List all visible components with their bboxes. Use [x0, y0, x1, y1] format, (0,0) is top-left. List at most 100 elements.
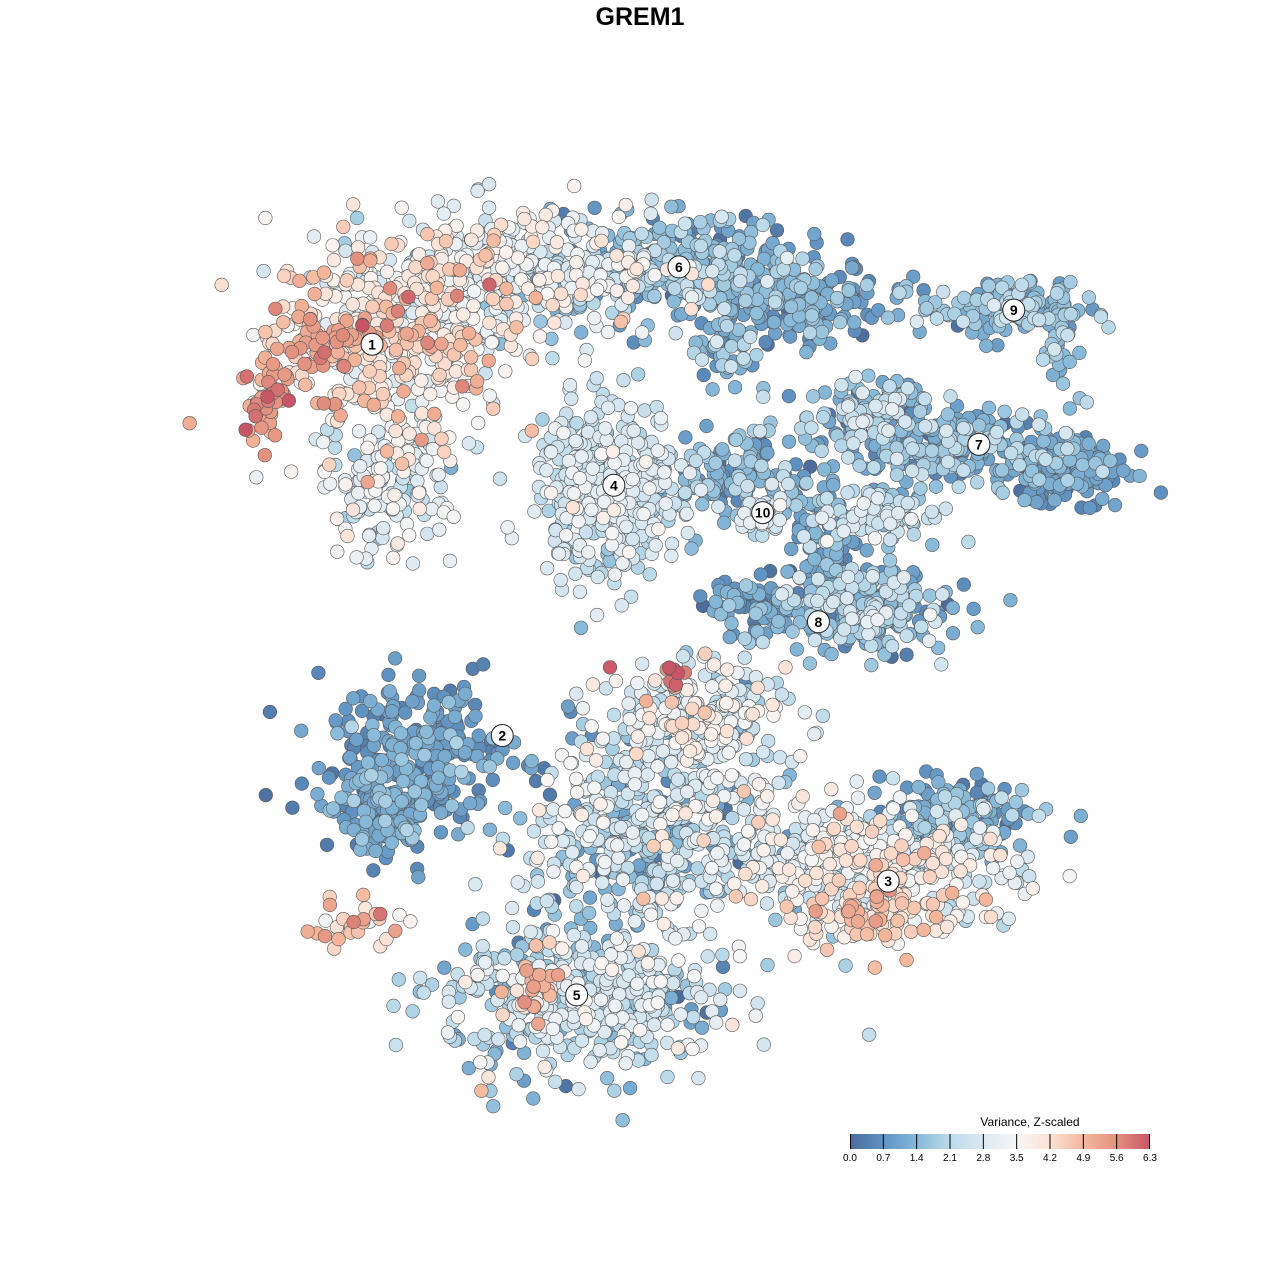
data-point [971, 418, 987, 433]
data-point [338, 243, 353, 258]
data-point [405, 694, 420, 709]
data-point [561, 453, 577, 469]
data-point [664, 990, 679, 1006]
data-point [338, 701, 353, 717]
data-point [411, 869, 426, 885]
data-point [1060, 473, 1075, 488]
data-point [471, 728, 486, 743]
data-point [896, 570, 912, 585]
data-point [498, 800, 513, 816]
data-point [906, 269, 921, 284]
data-point [583, 410, 598, 425]
data-point [817, 462, 832, 477]
data-point [870, 612, 885, 628]
data-point [804, 308, 820, 323]
data-point [664, 536, 680, 551]
data-point [545, 1021, 561, 1037]
data-point [1032, 472, 1047, 487]
data-point [781, 389, 797, 404]
data-point [899, 474, 914, 490]
data-point [940, 407, 955, 422]
data-point [1062, 354, 1077, 370]
data-point [708, 594, 723, 610]
data-point [846, 436, 861, 451]
data-point [1003, 593, 1018, 608]
data-point [956, 290, 972, 306]
data-point [533, 314, 548, 329]
data-point [899, 647, 914, 662]
data-point [623, 401, 639, 416]
data-point [433, 805, 449, 820]
data-point [836, 524, 851, 539]
data-point [865, 569, 880, 584]
data-point [864, 657, 879, 673]
data-point [440, 1025, 456, 1040]
data-point [636, 506, 651, 522]
data-point [911, 779, 926, 795]
data-point [793, 280, 808, 296]
data-point [774, 687, 790, 702]
data-point [306, 229, 322, 244]
data-point [665, 976, 681, 991]
data-point [705, 264, 720, 279]
data-point [711, 499, 726, 514]
data-point [976, 801, 991, 817]
data-point [420, 526, 435, 541]
data-point [1107, 498, 1123, 513]
data-point [789, 642, 804, 657]
data-point [569, 686, 584, 701]
data-point [615, 872, 631, 887]
data-point [748, 1008, 763, 1023]
data-point [568, 433, 583, 449]
data-point [685, 1041, 700, 1057]
data-point [311, 665, 326, 680]
data-point [621, 544, 637, 560]
data-point [574, 1033, 590, 1048]
data-point [717, 301, 732, 316]
data-point [676, 649, 691, 664]
data-point [855, 385, 870, 400]
data-point [972, 874, 987, 889]
data-point [929, 804, 944, 819]
data-point [619, 519, 634, 534]
data-point [861, 1027, 877, 1042]
data-point [986, 298, 1002, 313]
data-point [539, 893, 554, 909]
data-point [621, 238, 637, 254]
data-point [600, 892, 615, 907]
data-point [917, 820, 932, 835]
data-point [688, 453, 704, 468]
data-point [548, 1074, 563, 1089]
data-point [995, 485, 1010, 500]
data-point [571, 1081, 586, 1097]
data-point [597, 854, 613, 870]
data-point [285, 800, 300, 815]
data-point [546, 802, 561, 817]
data-point [458, 686, 473, 701]
data-point [470, 183, 485, 198]
data-point [326, 801, 341, 816]
data-point [1017, 493, 1032, 508]
data-point [526, 1091, 541, 1106]
data-point [358, 814, 374, 829]
data-point [482, 822, 498, 837]
data-point [852, 458, 867, 473]
data-point [367, 498, 382, 513]
data-point [604, 1012, 619, 1028]
data-point [1031, 808, 1046, 824]
data-point [571, 514, 586, 529]
chart-title: GREM1 [595, 3, 685, 31]
data-point [491, 1032, 506, 1047]
data-point [585, 461, 600, 476]
data-point [904, 463, 920, 478]
data-point [847, 315, 862, 330]
data-point [856, 496, 871, 511]
data-point [779, 250, 795, 266]
data-point [819, 533, 835, 549]
data-point [458, 942, 473, 957]
data-point [665, 873, 681, 888]
data-point [754, 458, 769, 474]
data-point [478, 955, 493, 970]
data-point [558, 528, 574, 543]
data-point [1058, 425, 1073, 441]
